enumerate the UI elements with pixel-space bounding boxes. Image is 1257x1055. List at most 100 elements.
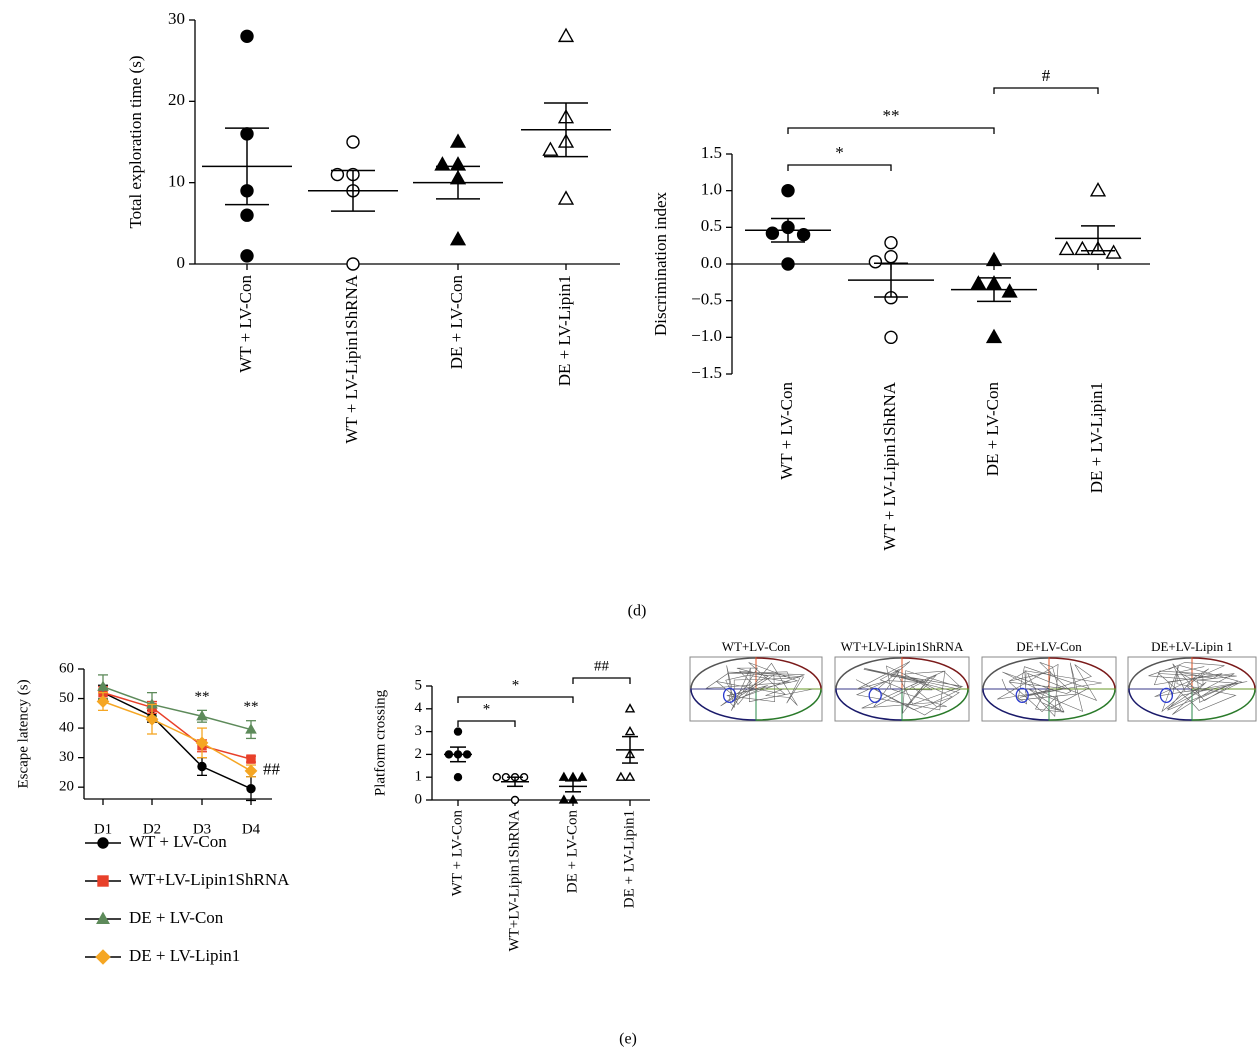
- data-point: [542, 141, 559, 156]
- y-axis-label: Escape latency (s): [15, 679, 31, 788]
- data-point: [244, 764, 258, 778]
- pool-edge: [1128, 657, 1193, 690]
- series-line: [102, 691, 252, 790]
- track-title: DE+LV-Lipin 1: [1151, 639, 1233, 654]
- x-tick-label: D2: [143, 821, 161, 837]
- pool-edge: [755, 688, 822, 721]
- y-tick-label: 20: [168, 90, 185, 109]
- swim-path: [997, 662, 1102, 718]
- pool-edge: [1191, 688, 1256, 721]
- platform: [722, 687, 737, 704]
- y-tick-label: 50: [59, 690, 74, 706]
- data-point: [884, 249, 898, 264]
- data-point: [330, 167, 345, 182]
- series-line: [102, 686, 252, 731]
- data-point: [96, 695, 110, 708]
- y-tick-label: 5: [415, 677, 423, 693]
- data-point: [557, 190, 575, 205]
- x-tick-label: DE + LV-Con: [447, 275, 466, 370]
- y-tick-label: −0.5: [691, 290, 722, 309]
- pool-edge: [1048, 688, 1116, 721]
- y-tick-label: 1: [415, 769, 423, 785]
- data-point: [97, 680, 109, 691]
- y-tick-label: 30: [168, 9, 185, 28]
- pool-edge: [690, 688, 757, 721]
- pool-edge: [1191, 657, 1256, 690]
- data-point: [1074, 240, 1091, 256]
- pool-edge: [982, 657, 1050, 690]
- y-tick-label: 0: [177, 253, 186, 272]
- y-tick-label: 20: [59, 779, 74, 795]
- data-point: [434, 156, 451, 171]
- data-point: [240, 29, 254, 43]
- x-tick-label: D3: [193, 821, 211, 837]
- x-tick-label: D4: [242, 821, 261, 837]
- x-tick-label: D1: [94, 821, 112, 837]
- platform: [1159, 687, 1174, 704]
- data-point: [868, 255, 883, 269]
- y-tick-label: 2: [415, 746, 423, 762]
- x-tick-label: WT + LV-Con: [449, 810, 465, 897]
- pool-edge: [901, 657, 969, 690]
- x-tick-label: WT+LV-Lipin1ShRNA: [506, 810, 522, 952]
- swim-path: [705, 662, 814, 711]
- data-point: [615, 771, 627, 781]
- significance-label: #: [1042, 66, 1051, 85]
- data-point: [781, 257, 795, 271]
- x-tick-label: DE + LV-Lipin1: [1087, 382, 1106, 493]
- pool-edge: [1128, 688, 1193, 721]
- data-point: [557, 27, 575, 43]
- x-tick-label: DE + LV-Con: [564, 810, 580, 894]
- panel-label: (e): [619, 1031, 637, 1048]
- data-point: [970, 275, 987, 290]
- x-tick-label: WT + LV-Con: [236, 275, 255, 373]
- significance-label: *: [512, 677, 520, 693]
- y-tick-label: −1.0: [691, 326, 722, 345]
- data-point: [624, 703, 636, 713]
- significance-bracket: [457, 696, 574, 703]
- data-point: [567, 794, 579, 804]
- track-title: WT+LV-Con: [722, 639, 791, 654]
- significance-label: *: [483, 701, 491, 717]
- data-point: [765, 226, 780, 240]
- legend-label: WT + LV-Con: [129, 832, 227, 851]
- data-point: [240, 249, 254, 263]
- y-tick-label: 0.0: [701, 253, 722, 272]
- data-point: [245, 723, 257, 734]
- track-title: WT+LV-Lipin1ShRNA: [841, 639, 964, 654]
- series-line: [102, 691, 252, 760]
- pool-edge: [982, 688, 1050, 721]
- panel-label: (d): [628, 603, 647, 620]
- data-point: [145, 712, 159, 726]
- data-point: [781, 183, 795, 198]
- data-point: [510, 795, 520, 805]
- legend-label: DE + LV-Con: [129, 908, 224, 927]
- data-point: [624, 725, 636, 736]
- data-point: [453, 727, 463, 736]
- data-point: [449, 133, 467, 148]
- data-point: [576, 771, 588, 781]
- y-tick-label: 1.5: [701, 143, 722, 162]
- data-point: [449, 230, 467, 246]
- x-tick-label: WT + LV-Con: [777, 382, 796, 480]
- y-tick-label: 40: [59, 720, 74, 736]
- y-axis-label: Discrimination index: [651, 192, 670, 337]
- significance-label: **: [244, 699, 259, 715]
- data-point: [195, 736, 209, 750]
- y-tick-label: 3: [415, 723, 423, 739]
- swim-path: [1148, 662, 1248, 715]
- y-tick-label: 1.0: [701, 180, 722, 199]
- data-point: [558, 771, 570, 781]
- pool-edge: [690, 657, 757, 690]
- y-tick-label: −1.5: [691, 363, 722, 382]
- legend-marker: [97, 875, 109, 887]
- series-line: [102, 700, 252, 772]
- data-point: [246, 754, 256, 764]
- data-point: [796, 227, 811, 242]
- y-axis-label: Total exploration time (s): [126, 55, 145, 228]
- significance-label: **: [195, 689, 210, 705]
- pool-edge: [835, 657, 903, 690]
